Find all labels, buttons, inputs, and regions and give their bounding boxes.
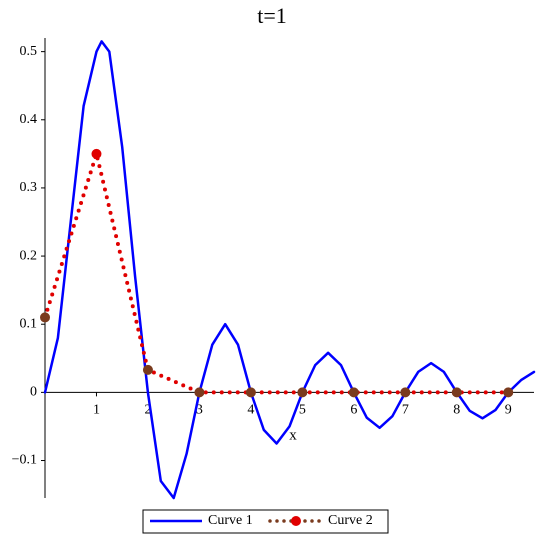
x-tick-label: 1 <box>93 403 100 418</box>
point-marker <box>503 387 514 398</box>
point-marker <box>194 387 205 398</box>
point-marker <box>400 387 411 398</box>
legend-marker <box>291 516 301 526</box>
y-tick-label: 0.5 <box>20 44 38 59</box>
y-tick-label: 0.4 <box>20 112 38 127</box>
x-tick-label: 2 <box>144 403 151 418</box>
x-tick-label: 4 <box>247 403 254 418</box>
point-marker <box>297 387 308 398</box>
point-marker <box>142 364 153 375</box>
x-tick-label: 6 <box>350 403 357 418</box>
point-marker <box>91 148 102 159</box>
y-tick-label: 0.2 <box>20 248 38 263</box>
y-tick-label: 0.3 <box>20 180 38 195</box>
x-axis-label: x <box>289 427 297 443</box>
legend-box <box>142 509 389 534</box>
y-tick-label: −0.1 <box>12 453 37 468</box>
x-tick-label: 9 <box>505 403 512 418</box>
point-marker <box>348 387 359 398</box>
point-marker <box>40 312 50 323</box>
legend-label: Curve 1 <box>208 513 253 528</box>
y-tick-label: 0 <box>30 385 37 400</box>
x-tick-label: 5 <box>299 403 306 418</box>
x-tick-label: 7 <box>402 403 409 418</box>
curve-dotted <box>43 151 511 395</box>
legend-label: Curve 2 <box>328 513 373 528</box>
y-tick-label: 0.1 <box>20 316 38 331</box>
chart-title: t=1 <box>257 3 287 28</box>
x-tick-label: 3 <box>196 403 203 418</box>
point-marker <box>451 387 462 398</box>
curve <box>43 40 536 500</box>
point-marker <box>245 387 256 398</box>
x-tick-label: 8 <box>453 403 460 418</box>
